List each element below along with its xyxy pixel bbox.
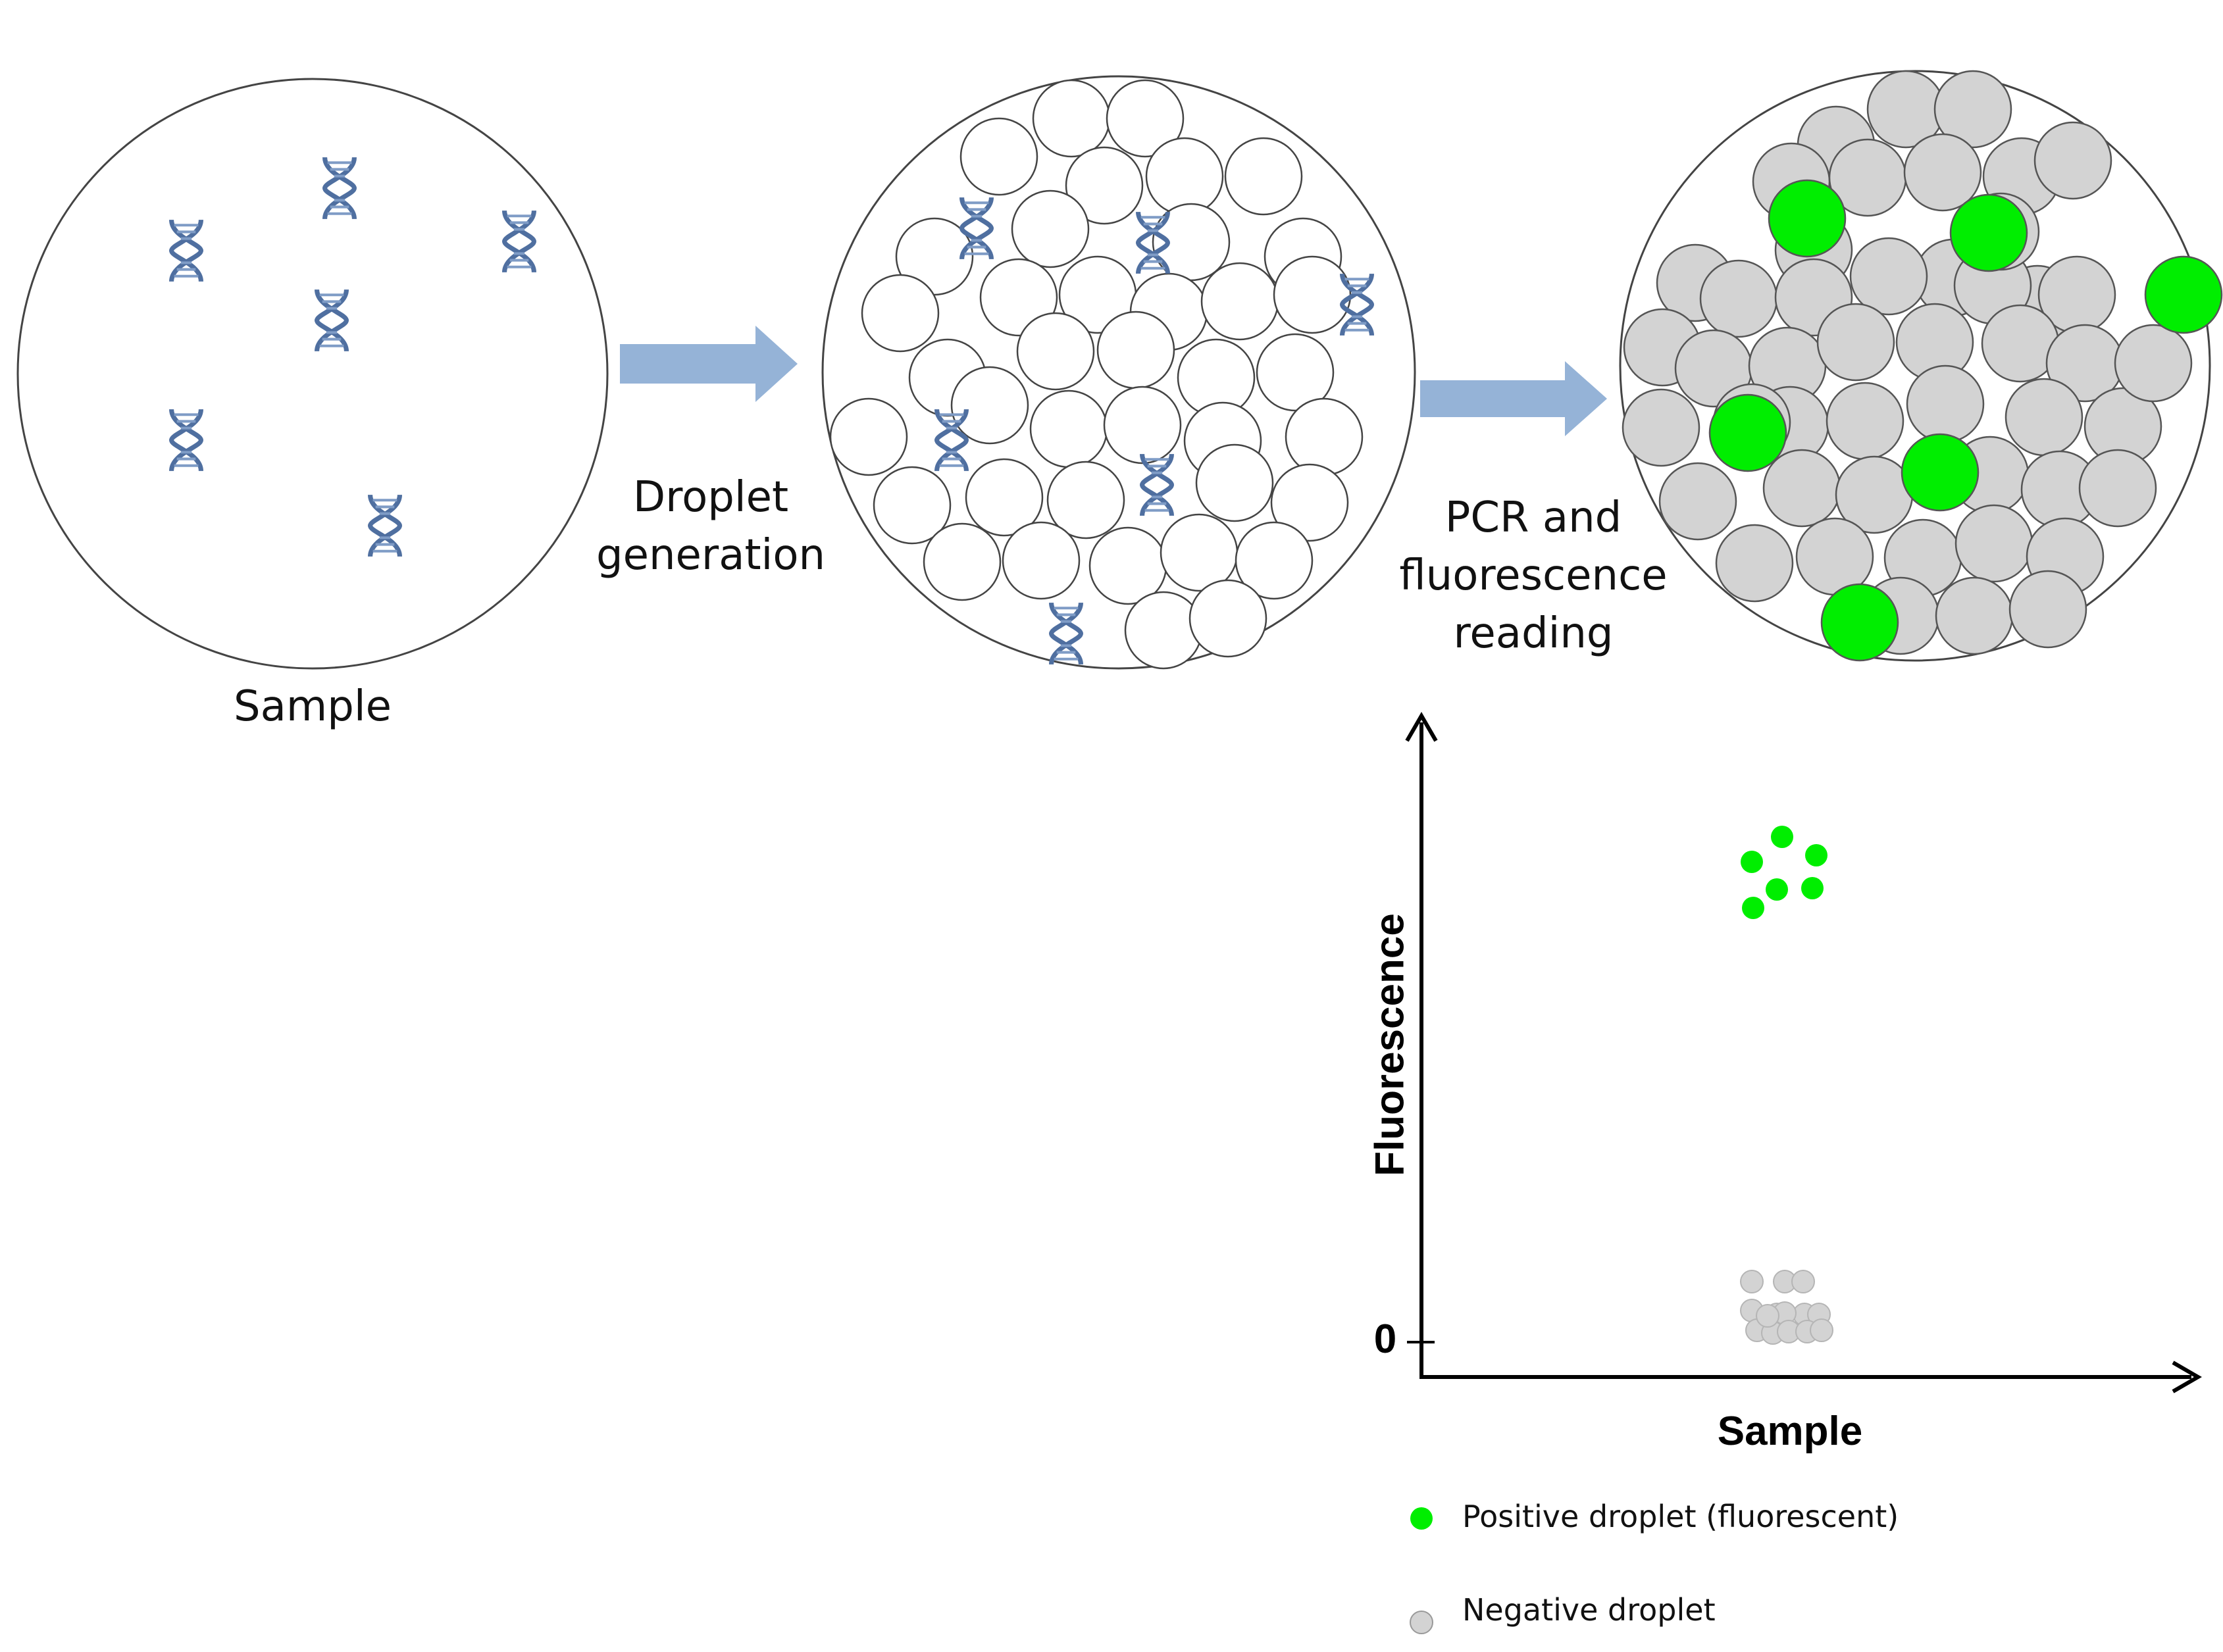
droplet bbox=[1195, 443, 1274, 522]
label-line: generation bbox=[596, 531, 826, 580]
positive-droplet bbox=[1949, 193, 2028, 272]
negative-droplet bbox=[1622, 388, 1700, 467]
droplet-group bbox=[1622, 70, 2223, 662]
sample-circle bbox=[16, 78, 609, 670]
positive-points bbox=[1741, 826, 1827, 919]
pcr-panel bbox=[1619, 70, 2223, 662]
label-line: PCR and bbox=[1444, 493, 1622, 542]
droplet bbox=[979, 258, 1058, 337]
legend-positive-label: Positive droplet (fluorescent) bbox=[1462, 1499, 1899, 1534]
negative-droplet bbox=[1933, 70, 2012, 149]
positive-droplet bbox=[1901, 433, 1980, 512]
droplet bbox=[1160, 513, 1239, 592]
droplet bbox=[1124, 591, 1203, 670]
negative-point bbox=[1740, 1270, 1764, 1293]
positive-droplet bbox=[1708, 393, 1787, 472]
droplet-generation-label: Droplet generation bbox=[579, 468, 842, 584]
y-axis-arrowhead bbox=[1405, 712, 1438, 742]
negative-droplet bbox=[1816, 303, 1895, 382]
legend-negative-label: Negative droplet bbox=[1462, 1592, 1716, 1628]
label-line: fluorescence bbox=[1399, 551, 1668, 600]
negative-point bbox=[1756, 1304, 1779, 1328]
positive-droplet bbox=[1820, 583, 1899, 662]
negative-droplet bbox=[2005, 378, 2083, 457]
droplet bbox=[1256, 333, 1335, 412]
negative-droplet bbox=[1849, 237, 1928, 316]
negative-droplet bbox=[1903, 133, 1982, 212]
droplet-group bbox=[829, 79, 1364, 670]
legend-negative-marker bbox=[1410, 1611, 1433, 1634]
droplet bbox=[829, 397, 908, 476]
fluorescence-plot bbox=[1405, 712, 2202, 1393]
droplet bbox=[1270, 463, 1349, 542]
positive-point bbox=[1742, 897, 1764, 919]
negative-droplet bbox=[1699, 259, 1778, 338]
droplet bbox=[1065, 146, 1144, 225]
negative-droplet bbox=[2033, 121, 2112, 200]
label-line: reading bbox=[1453, 609, 1614, 658]
negative-point bbox=[1791, 1270, 1815, 1293]
droplet bbox=[1002, 521, 1081, 600]
positive-droplet bbox=[1768, 179, 1847, 258]
droplet-panel bbox=[821, 75, 1416, 670]
droplet bbox=[1011, 189, 1090, 268]
arrow-icon bbox=[1420, 361, 1607, 436]
droplet bbox=[1145, 137, 1224, 216]
droplet bbox=[1188, 579, 1267, 658]
negative-points bbox=[1740, 1270, 1833, 1345]
negative-point bbox=[1810, 1318, 1833, 1342]
droplet bbox=[950, 366, 1029, 445]
droplet bbox=[1032, 79, 1111, 158]
droplet bbox=[1016, 312, 1095, 391]
label-line: Droplet bbox=[632, 473, 789, 522]
negative-droplet bbox=[2114, 324, 2193, 403]
negative-droplet bbox=[1715, 524, 1794, 603]
droplet bbox=[1096, 311, 1175, 389]
positive-point bbox=[1805, 844, 1827, 866]
droplet bbox=[1029, 389, 1108, 468]
droplet bbox=[1103, 386, 1182, 464]
negative-droplet bbox=[1906, 364, 1985, 443]
droplet bbox=[1224, 137, 1303, 216]
droplet bbox=[959, 117, 1038, 196]
negative-droplet bbox=[1795, 517, 1874, 596]
negative-droplet bbox=[1955, 504, 2033, 583]
negative-droplet bbox=[2008, 570, 2087, 649]
positive-point bbox=[1801, 877, 1824, 899]
pcr-reading-label: PCR and fluorescence reading bbox=[1375, 489, 1691, 663]
droplet bbox=[1285, 397, 1364, 476]
droplet bbox=[965, 458, 1044, 537]
arrow-icon bbox=[620, 326, 798, 402]
positive-droplet bbox=[2144, 255, 2223, 334]
droplet bbox=[1200, 262, 1279, 341]
negative-droplet bbox=[2078, 449, 2157, 528]
zero-tick-label: 0 bbox=[1373, 1316, 1397, 1362]
droplet bbox=[873, 466, 952, 545]
droplet bbox=[1106, 79, 1185, 158]
positive-point bbox=[1741, 851, 1763, 873]
sample-panel bbox=[16, 78, 609, 670]
negative-droplet bbox=[1826, 382, 1904, 461]
x-axis-label: Sample bbox=[1717, 1409, 1863, 1454]
droplet bbox=[1046, 461, 1125, 539]
droplet bbox=[1273, 255, 1352, 334]
droplet bbox=[1235, 521, 1314, 600]
negative-droplet bbox=[1762, 449, 1841, 528]
positive-point bbox=[1766, 878, 1788, 901]
sample-label: Sample bbox=[234, 682, 392, 731]
droplet bbox=[923, 522, 1002, 601]
legend-positive-marker bbox=[1410, 1507, 1433, 1530]
negative-droplet bbox=[1935, 576, 2014, 655]
y-axis-label: Fluorescence bbox=[1367, 913, 1413, 1176]
negative-droplet bbox=[1658, 462, 1737, 541]
x-axis-arrowhead bbox=[2172, 1361, 2202, 1393]
droplet bbox=[861, 274, 940, 353]
positive-point bbox=[1771, 826, 1793, 848]
